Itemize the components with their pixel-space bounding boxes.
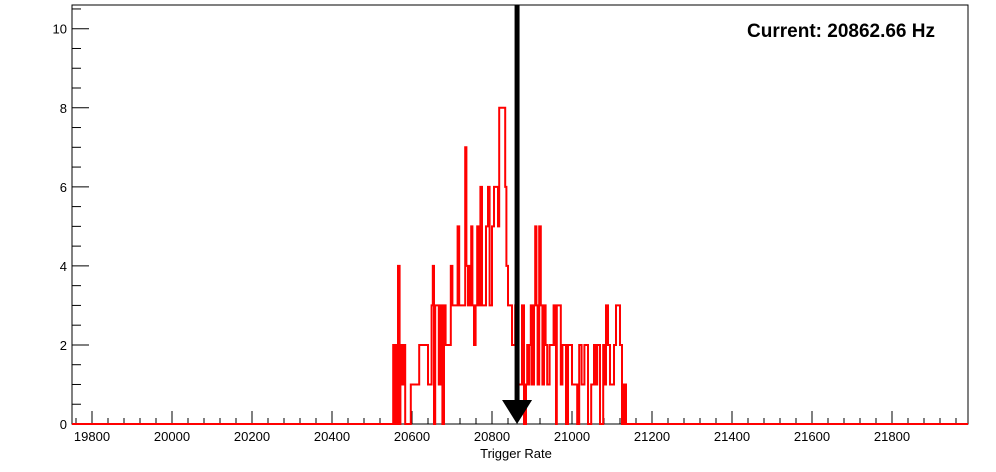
y-tick-label: 0 — [60, 417, 67, 432]
current-rate-label: Current: 20862.66 Hz — [747, 21, 935, 42]
x-tick-label: 21400 — [714, 429, 750, 444]
y-tick-label: 2 — [60, 338, 67, 353]
y-tick-label: 4 — [60, 259, 67, 274]
x-tick-label: 20000 — [154, 429, 190, 444]
x-tick-label: 19800 — [74, 429, 110, 444]
plot-border — [71, 4, 969, 425]
plot-frame — [71, 4, 969, 425]
x-axis-title: Trigger Rate — [480, 446, 552, 461]
x-tick-label: 21000 — [554, 429, 590, 444]
x-tick-label: 21600 — [794, 429, 830, 444]
x-tick-label: 20800 — [474, 429, 510, 444]
arrow-head — [502, 400, 533, 424]
y-tick-label: 6 — [60, 180, 67, 195]
x-tick-label: 20200 — [234, 429, 270, 444]
y-axis: 0 2 4 6 8 10 — [53, 8, 89, 432]
current-rate-arrow — [502, 5, 533, 424]
x-tick-label: 21800 — [874, 429, 910, 444]
y-tick-label: 10 — [53, 22, 67, 37]
x-tick-label: 21200 — [634, 429, 670, 444]
y-tick-label: 8 — [60, 101, 67, 116]
x-tick-label: 20600 — [394, 429, 430, 444]
x-tick-label: 20400 — [314, 429, 350, 444]
x-axis: 19800 20000 20200 20400 20600 20800 21000 21200… — [74, 411, 957, 444]
